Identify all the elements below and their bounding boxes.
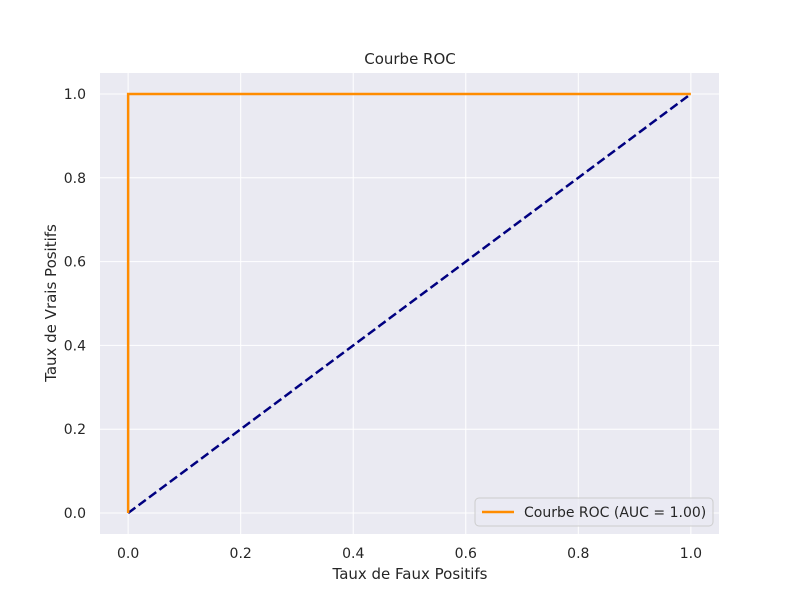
x-tick-label-2: 0.4 [342,546,364,562]
x-axis-label: Taux de Faux Positifs [332,565,488,583]
legend: Courbe ROC (AUC = 1.00) [474,497,714,527]
x-tick-labels: 0.0 0.2 0.4 0.6 0.8 1.0 [117,546,702,562]
x-tick-label-5: 1.0 [680,546,702,562]
y-tick-label-2: 0.4 [64,338,86,354]
y-tick-label-3: 0.6 [64,255,86,271]
x-tick-label-0: 0.0 [117,546,139,562]
y-tick-label-1: 0.2 [64,422,86,438]
legend-label-roc: Courbe ROC (AUC = 1.00) [524,505,706,521]
y-tick-label-4: 0.8 [64,171,86,187]
y-tick-label-5: 1.0 [64,87,86,103]
legend-box [474,497,714,527]
roc-curve-line [126,92,691,514]
x-tick-label-3: 0.6 [455,546,477,562]
x-tick-label-4: 0.8 [567,546,589,562]
series-layer [126,92,692,515]
y-axis-label: Taux de Vrais Positifs [42,224,60,383]
grid-lines [100,73,719,534]
x-tick-label-1: 0.2 [230,546,252,562]
y-tick-labels: 0.0 0.2 0.4 0.6 0.8 1.0 [64,87,86,522]
y-tick-label-0: 0.0 [64,506,86,522]
chart-title: Courbe ROC [364,50,456,68]
